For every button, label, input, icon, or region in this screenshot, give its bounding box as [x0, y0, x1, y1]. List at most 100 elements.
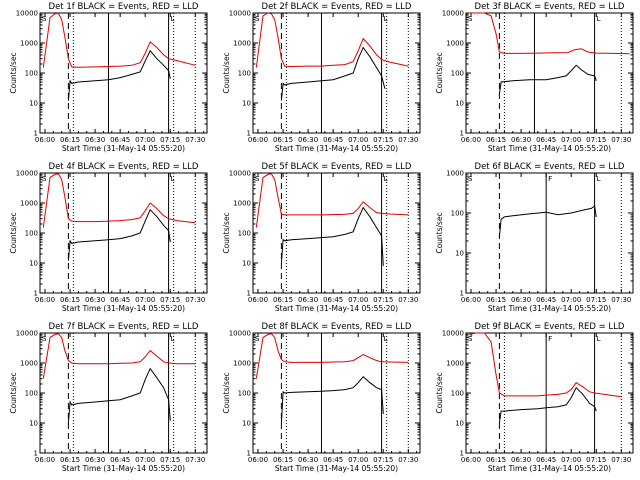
series-line-lld — [42, 333, 196, 379]
x-tick-label: 06:45 — [323, 296, 343, 304]
corner-marker-label: S — [255, 175, 260, 183]
y-axis-label: Counts/sec — [9, 372, 18, 413]
x-tick-label: 06:30 — [85, 456, 105, 464]
chart-title: Det 6f BLACK = Events, RED = LLD — [475, 162, 625, 172]
plot-frame — [39, 172, 208, 294]
chart-title: Det 2f BLACK = Events, RED = LLD — [262, 2, 412, 12]
x-tick-label: 06:30 — [511, 456, 531, 464]
x-tick-label: 06:15 — [273, 456, 293, 464]
y-tick-label: 10 — [29, 100, 38, 108]
y-tick-label: 100 — [451, 390, 464, 398]
y-tick-label: 10 — [29, 420, 38, 428]
plot-frame — [39, 12, 208, 134]
x-tick-label: 06:15 — [273, 136, 293, 144]
y-tick-label: 1 — [34, 130, 38, 138]
series-line-events — [280, 375, 384, 424]
chart-panel: Det 8f BLACK = Events, RED = LLD 1 10 100 10… — [222, 322, 421, 473]
y-tick-label: 1 — [247, 130, 251, 138]
x-tick-label: 07:15 — [373, 296, 393, 304]
corner-marker-label: F — [548, 335, 552, 343]
x-tick-label: 07:15 — [586, 296, 606, 304]
x-tick-label: 06:15 — [60, 136, 80, 144]
x-tick-label: 06:00 — [35, 136, 55, 144]
y-tick-label: 100 — [451, 70, 464, 78]
y-axis-label: Counts/sec — [222, 52, 231, 93]
x-tick-label: 06:30 — [85, 296, 105, 304]
x-tick-label: 07:00 — [561, 296, 581, 304]
corner-marker-label: L — [384, 15, 388, 23]
y-tick-label: 10000 — [16, 170, 38, 178]
x-axis-label: Start Time (31-May-14 05:55:20) — [488, 304, 611, 313]
corner-marker-label: L — [384, 335, 388, 343]
x-tick-label: 06:45 — [110, 456, 130, 464]
x-tick-label: 06:30 — [511, 136, 531, 144]
x-tick-label: 07:00 — [561, 136, 581, 144]
x-tick-label: 06:45 — [110, 296, 130, 304]
plot-frame — [252, 12, 421, 134]
series-line-events — [280, 46, 386, 101]
chart-title: Det 1f BLACK = Events, RED = LLD — [49, 2, 199, 12]
corner-marker-label: S — [468, 175, 473, 183]
y-tick-label: 1000 — [446, 360, 464, 368]
x-tick-label: 07:30 — [185, 296, 205, 304]
x-tick-label: 07:00 — [135, 296, 155, 304]
y-tick-label: 1 — [460, 450, 464, 458]
corner-marker-label: L — [597, 175, 601, 183]
x-tick-label: 06:00 — [248, 136, 268, 144]
y-tick-label: 1000 — [20, 200, 38, 208]
y-axis-label: Counts/sec — [222, 372, 231, 413]
chart-panel: Det 7f BLACK = Events, RED = LLD 1 10 100 10… — [9, 322, 208, 473]
y-tick-label: 1000 — [20, 40, 38, 48]
x-tick-label: 06:00 — [35, 296, 55, 304]
corner-marker-label: L — [597, 335, 601, 343]
x-tick-label: 06:15 — [273, 296, 293, 304]
x-tick-label: 06:45 — [536, 456, 556, 464]
y-tick-label: 10000 — [229, 330, 251, 338]
y-tick-label: 1 — [247, 450, 251, 458]
x-axis-label: Start Time (31-May-14 05:55:20) — [275, 144, 398, 153]
x-tick-label: 06:45 — [110, 136, 130, 144]
y-tick-label: 1 — [460, 290, 464, 298]
x-tick-label: 07:00 — [135, 456, 155, 464]
x-tick-label: 07:30 — [398, 296, 418, 304]
y-axis-label: Counts/sec — [435, 372, 444, 413]
y-axis-label: Counts/sec — [222, 212, 231, 253]
x-tick-label: 06:30 — [298, 136, 318, 144]
x-tick-label: 06:30 — [298, 456, 318, 464]
y-tick-label: 100 — [238, 390, 251, 398]
y-axis-label: Counts/sec — [435, 52, 444, 93]
x-tick-label: 06:30 — [298, 296, 318, 304]
y-tick-label: 1000 — [233, 200, 251, 208]
x-axis-label: Start Time (31-May-14 05:55:20) — [488, 464, 611, 473]
series-line-lld — [469, 332, 622, 398]
y-tick-label: 10 — [242, 100, 251, 108]
x-tick-label: 07:15 — [160, 296, 180, 304]
y-tick-label: 10 — [242, 420, 251, 428]
x-tick-label: 06:45 — [536, 296, 556, 304]
x-tick-label: 06:15 — [486, 136, 506, 144]
series-line-lld — [255, 12, 409, 68]
x-axis-label: Start Time (31-May-14 05:55:20) — [62, 464, 185, 473]
y-tick-label: 10000 — [16, 10, 38, 18]
y-tick-label: 100 — [25, 230, 38, 238]
y-tick-label: 1000 — [233, 40, 251, 48]
series-line-events — [280, 206, 384, 266]
y-tick-label: 1000 — [233, 360, 251, 368]
x-tick-label: 07:30 — [185, 456, 205, 464]
corner-marker-label: F — [548, 175, 552, 183]
x-tick-label: 07:15 — [160, 456, 180, 464]
series-line-lld — [255, 333, 409, 379]
plot-frame — [465, 172, 634, 294]
x-tick-label: 07:30 — [185, 136, 205, 144]
y-tick-label: 10000 — [442, 330, 464, 338]
y-tick-label: 10000 — [229, 10, 251, 18]
series-line-lld — [42, 12, 196, 68]
corner-marker-label: S — [255, 15, 260, 23]
y-tick-label: 100 — [238, 70, 251, 78]
y-tick-label: 100 — [451, 210, 464, 218]
x-tick-label: 06:45 — [323, 456, 343, 464]
chart-panel: Det 1f BLACK = Events, RED = LLD 1 10 100 10… — [9, 2, 208, 153]
x-tick-label: 07:30 — [398, 136, 418, 144]
chart-panel: Det 6f BLACK = Events, RED = LLD 1 10 100 10… — [435, 162, 634, 313]
